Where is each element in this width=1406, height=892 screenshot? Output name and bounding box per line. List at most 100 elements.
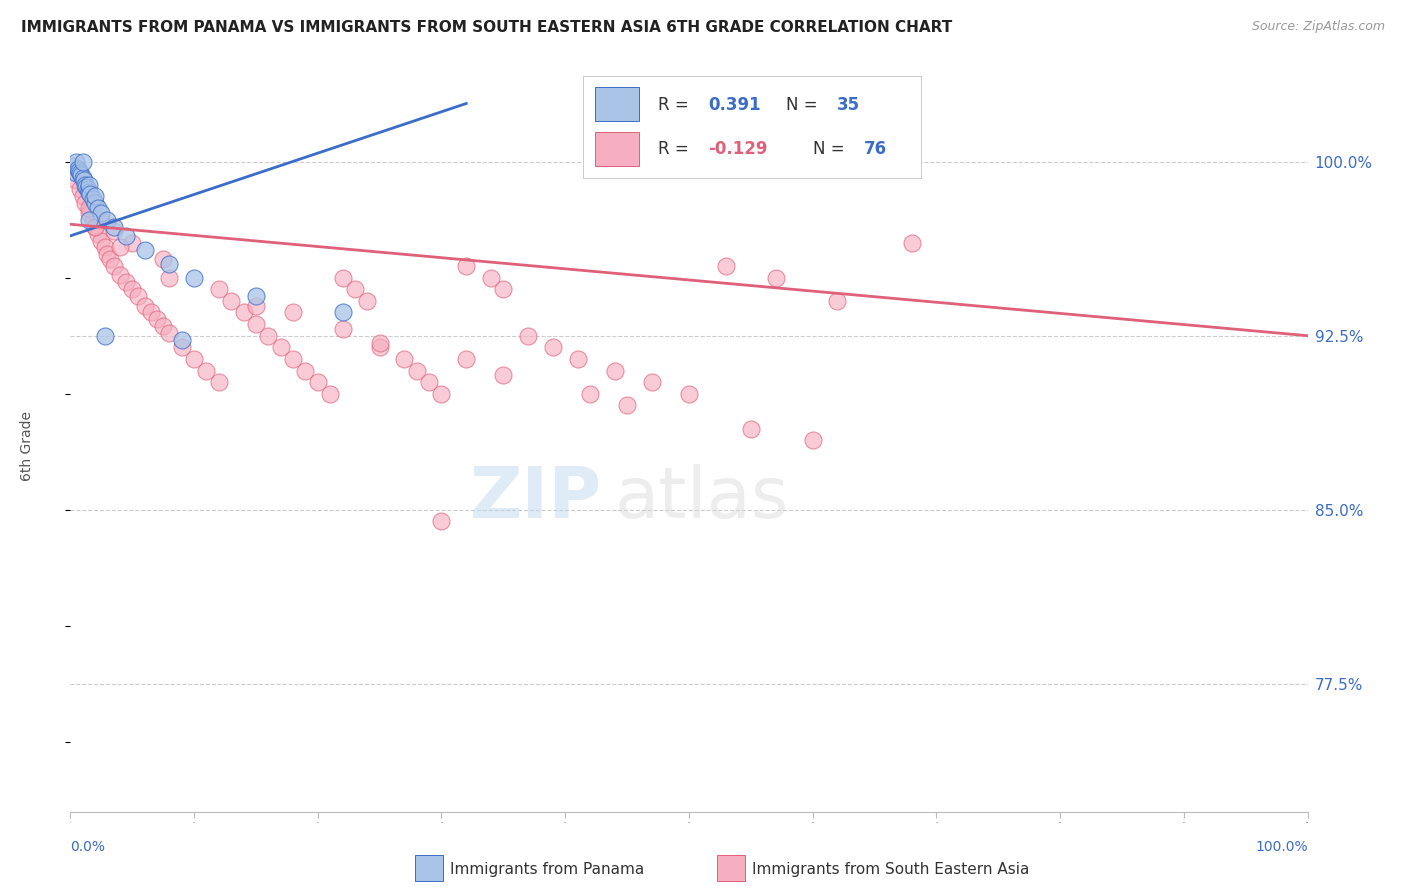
Point bbox=[157, 270, 180, 285]
Point bbox=[356, 293, 378, 308]
Point bbox=[714, 259, 737, 273]
Point bbox=[157, 257, 180, 271]
Point bbox=[79, 187, 101, 202]
Point bbox=[492, 282, 515, 296]
Point bbox=[115, 228, 138, 243]
Point bbox=[66, 161, 89, 176]
Point bbox=[121, 282, 143, 296]
Text: N =: N = bbox=[813, 140, 849, 158]
Point bbox=[103, 224, 125, 238]
Point bbox=[77, 185, 100, 199]
Point bbox=[84, 189, 107, 203]
Point bbox=[641, 375, 664, 389]
Point bbox=[541, 340, 564, 354]
Point bbox=[394, 351, 416, 366]
Point bbox=[94, 328, 117, 343]
Point bbox=[418, 375, 440, 389]
Point bbox=[84, 219, 107, 234]
Point bbox=[232, 305, 254, 319]
Point bbox=[103, 219, 125, 234]
Point bbox=[170, 340, 193, 354]
Point bbox=[90, 212, 112, 227]
Point bbox=[82, 212, 104, 227]
Text: Immigrants from Panama: Immigrants from Panama bbox=[450, 863, 644, 877]
Point bbox=[69, 182, 91, 196]
Point bbox=[827, 293, 849, 308]
Point bbox=[90, 205, 112, 219]
Point bbox=[77, 201, 100, 215]
Point bbox=[90, 234, 112, 248]
Point bbox=[294, 363, 316, 377]
Point bbox=[75, 196, 97, 211]
Point bbox=[69, 166, 91, 180]
Point bbox=[121, 235, 143, 250]
Point bbox=[139, 305, 162, 319]
Point bbox=[183, 270, 205, 285]
Point bbox=[84, 219, 107, 234]
Text: 0.0%: 0.0% bbox=[70, 839, 105, 854]
Point bbox=[76, 182, 98, 196]
Point bbox=[603, 363, 626, 377]
Text: -0.129: -0.129 bbox=[709, 140, 768, 158]
Text: 100.0%: 100.0% bbox=[1256, 839, 1308, 854]
Point bbox=[430, 515, 453, 529]
Text: R =: R = bbox=[658, 95, 693, 113]
Point bbox=[492, 368, 515, 383]
Text: IMMIGRANTS FROM PANAMA VS IMMIGRANTS FROM SOUTH EASTERN ASIA 6TH GRADE CORRELATI: IMMIGRANTS FROM PANAMA VS IMMIGRANTS FRO… bbox=[21, 20, 952, 35]
Text: R =: R = bbox=[658, 140, 693, 158]
Point bbox=[63, 159, 86, 173]
Point bbox=[183, 351, 205, 366]
Point bbox=[245, 289, 267, 303]
Text: atlas: atlas bbox=[614, 464, 789, 533]
Point bbox=[678, 386, 700, 401]
Point bbox=[456, 259, 478, 273]
Point bbox=[152, 319, 174, 334]
Point bbox=[65, 166, 87, 180]
Point bbox=[73, 173, 96, 187]
Point bbox=[77, 212, 100, 227]
Point bbox=[65, 173, 87, 187]
Point bbox=[281, 305, 304, 319]
Point bbox=[257, 328, 280, 343]
Point bbox=[208, 375, 231, 389]
Point bbox=[616, 398, 638, 412]
Point bbox=[332, 270, 354, 285]
Bar bbox=[595, 132, 640, 166]
Point bbox=[67, 164, 90, 178]
Point bbox=[77, 205, 100, 219]
Point bbox=[115, 275, 138, 289]
Point bbox=[567, 351, 589, 366]
Point bbox=[152, 252, 174, 266]
Point bbox=[127, 289, 149, 303]
Text: N =: N = bbox=[786, 95, 823, 113]
Text: Source: ZipAtlas.com: Source: ZipAtlas.com bbox=[1251, 20, 1385, 33]
Point bbox=[84, 196, 107, 211]
Point bbox=[77, 178, 100, 192]
Point bbox=[75, 178, 97, 192]
Point bbox=[195, 363, 218, 377]
Point bbox=[108, 268, 131, 283]
Point bbox=[332, 305, 354, 319]
Point bbox=[96, 212, 118, 227]
Point bbox=[801, 433, 824, 447]
Point bbox=[479, 270, 502, 285]
Point bbox=[319, 386, 342, 401]
Point bbox=[72, 170, 94, 185]
Text: ZIP: ZIP bbox=[470, 464, 602, 533]
Point bbox=[456, 351, 478, 366]
Bar bbox=[595, 87, 640, 121]
Point bbox=[219, 293, 242, 308]
Text: 35: 35 bbox=[837, 95, 859, 113]
Point bbox=[368, 335, 391, 350]
Point bbox=[332, 322, 354, 336]
Text: 6th Grade: 6th Grade bbox=[20, 411, 34, 481]
Point bbox=[134, 243, 156, 257]
Text: Immigrants from South Eastern Asia: Immigrants from South Eastern Asia bbox=[752, 863, 1029, 877]
Point bbox=[170, 334, 193, 348]
Point bbox=[72, 154, 94, 169]
Point bbox=[281, 351, 304, 366]
Point bbox=[517, 328, 540, 343]
Point bbox=[98, 252, 121, 266]
Point bbox=[86, 227, 108, 241]
Point bbox=[94, 240, 117, 254]
